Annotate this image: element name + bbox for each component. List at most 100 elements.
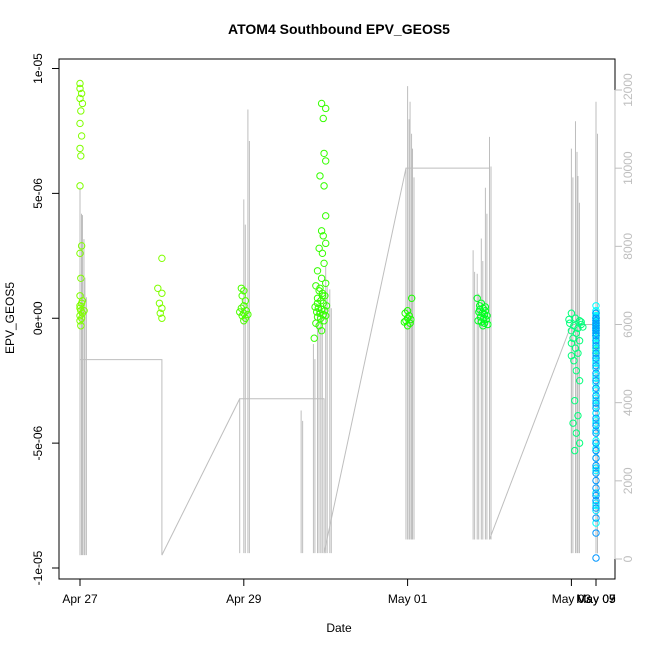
- epv-point: [566, 319, 574, 327]
- epv-point: [77, 89, 86, 98]
- epv-point: [592, 394, 600, 402]
- epv-point: [320, 182, 328, 190]
- epv-point: [592, 446, 600, 455]
- epv-point: [312, 308, 321, 316]
- epv-point: [592, 464, 600, 472]
- epv-point: [314, 304, 323, 312]
- altitude-transit: [489, 324, 572, 540]
- epv-point: [575, 376, 584, 385]
- epv-point: [322, 239, 330, 248]
- epv-point: [322, 279, 330, 287]
- x-tick-label: May 09: [576, 592, 616, 606]
- epv-point: [592, 371, 600, 380]
- x-tick-label: May 05: [576, 592, 616, 606]
- epv-point: [592, 324, 600, 332]
- y-axis-label: EPV_GEOS5: [3, 282, 17, 354]
- epv-point: [479, 322, 487, 330]
- epv-point: [240, 287, 248, 295]
- y-tick-label: 1e-05: [31, 53, 45, 84]
- y-tick-label: -5e-06: [31, 425, 45, 460]
- epv-point: [241, 297, 250, 305]
- epv-point: [592, 491, 600, 500]
- epv-point: [76, 249, 84, 258]
- epv-point: [77, 132, 86, 140]
- epv-point: [592, 332, 600, 340]
- epv-point: [317, 227, 326, 235]
- epv-point: [592, 339, 600, 347]
- epv-point: [592, 419, 600, 427]
- epv-point: [322, 104, 330, 113]
- right-tick-label: 4000: [621, 389, 635, 416]
- epv-point: [572, 329, 581, 337]
- epv-point: [592, 391, 600, 400]
- epv-point: [592, 342, 600, 350]
- epv-point: [592, 439, 600, 447]
- right-tick-label: 2000: [621, 467, 635, 494]
- epv-point: [76, 144, 84, 153]
- epv-point: [572, 366, 581, 375]
- epv-point: [158, 314, 166, 322]
- epv-point: [320, 317, 328, 325]
- epv-point: [592, 421, 600, 430]
- epv-point: [400, 318, 409, 326]
- right-tick-label: 0: [621, 555, 635, 562]
- epv-point: [592, 529, 600, 537]
- x-tick-label: Apr 29: [226, 592, 262, 606]
- epv-point: [484, 320, 492, 329]
- epv-point: [592, 409, 600, 417]
- epv-point: [403, 307, 412, 315]
- altitude-transit: [161, 398, 241, 556]
- epv-point: [570, 396, 579, 405]
- epv-point: [592, 396, 600, 405]
- epv-point: [158, 289, 166, 297]
- epv-point: [592, 436, 600, 445]
- epv-point: [575, 439, 584, 447]
- epv-point: [473, 294, 481, 302]
- epv-point: [570, 446, 579, 455]
- epv-point: [592, 309, 600, 317]
- x-tick-label: May 07: [576, 592, 616, 606]
- x-axis-label: Date: [326, 621, 352, 635]
- epv-point: [316, 172, 324, 180]
- epv-point: [592, 501, 600, 510]
- epv-point: [238, 292, 246, 300]
- epv-point: [592, 369, 600, 377]
- epv-point: [481, 303, 490, 311]
- epv-point: [577, 318, 585, 326]
- epv-point: [76, 79, 84, 88]
- epv-point: [592, 364, 600, 372]
- y-tick-label: 5e-06: [31, 178, 45, 209]
- epv-point: [592, 362, 600, 370]
- epv-point: [592, 476, 600, 485]
- altitude-profile: [79, 86, 598, 556]
- epv-point: [158, 304, 166, 312]
- epv-point: [592, 519, 600, 527]
- epv-point: [592, 466, 600, 475]
- epv-point: [313, 267, 322, 275]
- epv-point: [569, 419, 577, 427]
- epv-point: [80, 307, 88, 315]
- epv-point: [322, 157, 330, 165]
- epv-point: [592, 374, 600, 382]
- epv-point: [567, 309, 576, 317]
- epv-point: [592, 317, 600, 325]
- epv-point: [592, 359, 600, 367]
- epv-point: [78, 297, 87, 305]
- epv-point: [592, 504, 600, 512]
- epv-point: [321, 292, 329, 300]
- y-axis-left: -1e-05 -5e-06 0e+00 5e-06 1e-05: [31, 53, 60, 585]
- epv-point: [592, 344, 600, 352]
- epv-point: [474, 317, 482, 325]
- epv-point: [592, 314, 600, 322]
- epv-point: [592, 489, 600, 497]
- epv-point: [319, 114, 327, 123]
- epv-point: [77, 322, 85, 330]
- epv-point: [592, 337, 600, 345]
- epv-point: [592, 429, 600, 437]
- y-tick-label: -1e-05: [31, 550, 45, 585]
- epv-point: [592, 484, 600, 492]
- epv-point: [320, 149, 328, 158]
- epv-point: [574, 349, 582, 357]
- epv-point: [78, 99, 87, 108]
- epv-point: [592, 354, 600, 362]
